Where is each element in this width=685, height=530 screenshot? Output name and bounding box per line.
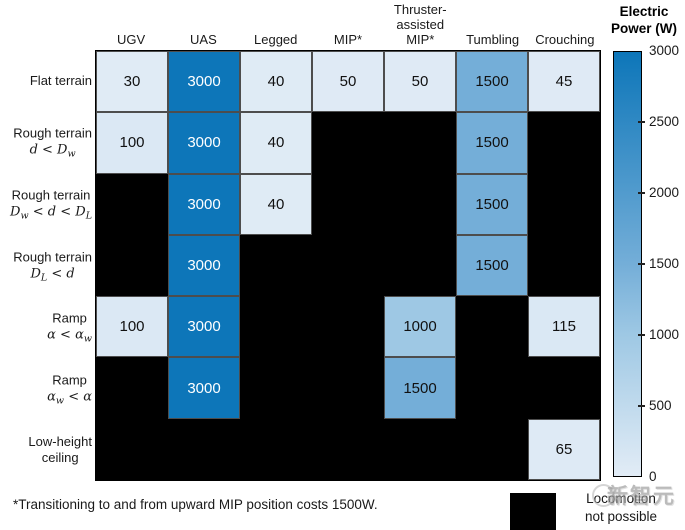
heatmap-cell: 1500 bbox=[456, 173, 528, 235]
heatmap-cell bbox=[312, 112, 384, 174]
colorbar-tick-label: 1000 bbox=[649, 327, 680, 342]
heatmap-cell bbox=[456, 296, 528, 358]
heatmap-cell: 40 bbox=[240, 51, 312, 113]
heatmap-cell: 3000 bbox=[168, 51, 240, 113]
colorbar-tick-label: 1500 bbox=[649, 256, 680, 271]
colorbar-tick-mark bbox=[638, 121, 645, 123]
colorbar-title: Electric Power (W) bbox=[597, 3, 685, 37]
column-header: Crouching bbox=[535, 32, 595, 47]
heatmap-cell: 40 bbox=[240, 173, 312, 235]
heatmap-cell: 1000 bbox=[384, 296, 456, 358]
row-label: Flat terrain bbox=[29, 72, 92, 88]
legend-label-line1: Locomotion bbox=[586, 491, 656, 506]
heatmap-cell bbox=[96, 357, 168, 419]
heatmap-cell: 1500 bbox=[456, 112, 528, 174]
heatmap-cell bbox=[384, 234, 456, 297]
heatmap-cell bbox=[456, 357, 528, 419]
heatmap-cell: 3000 bbox=[168, 234, 240, 297]
heatmap-cell: 65 bbox=[528, 418, 600, 480]
heatmap-cell bbox=[240, 296, 312, 358]
colorbar-title-line1: Electric bbox=[619, 4, 669, 19]
column-header: Thruster-assisted MIP* bbox=[393, 2, 447, 47]
legend-not-possible-label: Locomotion not possible bbox=[556, 490, 685, 525]
colorbar-tick-label: 0 bbox=[649, 469, 657, 484]
heatmap-cell bbox=[240, 418, 312, 480]
heatmap-cell bbox=[312, 234, 384, 297]
legend-label-line2: not possible bbox=[584, 508, 658, 524]
heatmap-cell bbox=[240, 234, 312, 297]
heatmap-cell bbox=[312, 418, 384, 480]
heatmap-cell: 50 bbox=[312, 51, 384, 113]
heatmap-cell bbox=[528, 357, 600, 419]
row-label: Low-height ceiling bbox=[28, 434, 92, 466]
heatmap-cell bbox=[312, 357, 384, 419]
heatmap-cell bbox=[384, 418, 456, 480]
heatmap-cell: 3000 bbox=[168, 357, 240, 419]
heatmap-cell bbox=[168, 418, 240, 480]
colorbar-tick-label: 3000 bbox=[649, 43, 680, 58]
colorbar-tick-mark bbox=[638, 334, 645, 336]
colorbar-tick-mark bbox=[638, 192, 645, 194]
heatmap-grid: 30 3000 40 50 50 1500 45 100 3000 40 1500 3000 40 150… bbox=[95, 50, 601, 481]
heatmap-cell: 3000 bbox=[168, 296, 240, 358]
legend-not-possible-swatch bbox=[510, 493, 556, 530]
row-label: Rough terrain d < Dw bbox=[13, 125, 92, 160]
heatmap-cell bbox=[312, 173, 384, 235]
heatmap-cell: 40 bbox=[240, 112, 312, 174]
row-label: Ramp α < αw bbox=[47, 310, 92, 345]
heatmap-cell: 100 bbox=[96, 296, 168, 358]
heatmap-cell bbox=[96, 234, 168, 297]
heatmap-cell: 100 bbox=[96, 112, 168, 174]
row-label: Rough terrain Dw < d < DL bbox=[10, 187, 92, 222]
colorbar-tick-mark bbox=[638, 405, 645, 407]
heatmap-cell bbox=[528, 112, 600, 174]
heatmap-cell bbox=[96, 418, 168, 480]
heatmap-cell bbox=[384, 112, 456, 174]
colorbar-tick-label: 2000 bbox=[649, 185, 680, 200]
column-header: Legged bbox=[254, 32, 298, 47]
heatmap-cell: 50 bbox=[384, 51, 456, 113]
colorbar-title-line2: Power (W) bbox=[611, 21, 677, 36]
colorbar-tick-label: 2500 bbox=[649, 114, 680, 129]
heatmap-cell: 1500 bbox=[384, 357, 456, 419]
heatmap-cell bbox=[528, 234, 600, 297]
footnote: *Transitioning to and from upward MIP po… bbox=[13, 497, 378, 512]
heatmap-cell: 45 bbox=[528, 51, 600, 113]
colorbar-tick-mark bbox=[638, 263, 645, 265]
heatmap-cell bbox=[96, 173, 168, 235]
heatmap-cell bbox=[528, 173, 600, 235]
colorbar-tick-label: 500 bbox=[649, 398, 672, 413]
heatmap-cell: 3000 bbox=[168, 173, 240, 235]
heatmap-cell: 3000 bbox=[168, 112, 240, 174]
column-header: UAS bbox=[190, 32, 217, 47]
row-label: Rough terrain DL < d bbox=[13, 249, 92, 283]
column-header: Tumbling bbox=[466, 32, 520, 47]
column-header: MIP* bbox=[333, 32, 363, 47]
heatmap-cell bbox=[312, 296, 384, 358]
heatmap-cell bbox=[456, 418, 528, 480]
column-header: UGV bbox=[117, 32, 146, 47]
heatmap-cell: 30 bbox=[96, 51, 168, 113]
heatmap-cell: 1500 bbox=[456, 51, 528, 113]
heatmap-cell: 1500 bbox=[456, 234, 528, 297]
heatmap-cell bbox=[240, 357, 312, 419]
heatmap-cell: 115 bbox=[528, 296, 600, 358]
heatmap-cell bbox=[384, 173, 456, 235]
row-label: Ramp αw < α bbox=[47, 372, 92, 406]
